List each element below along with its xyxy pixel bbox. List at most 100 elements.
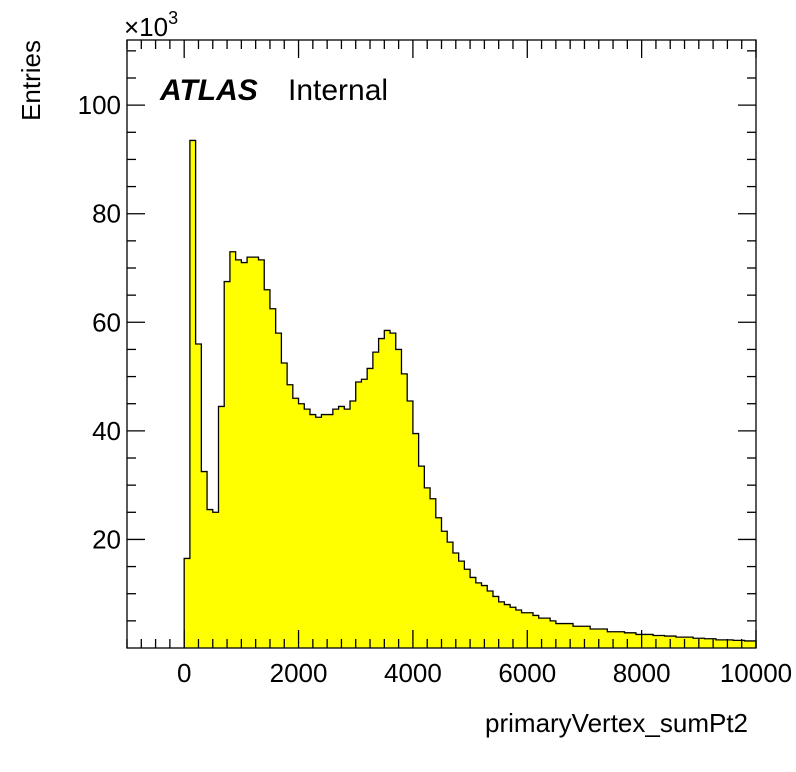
histogram-bin [555,623,562,648]
histogram-bin [464,569,471,648]
histogram-bin [315,417,322,648]
histogram-bin [618,631,625,648]
histogram-bin [607,631,614,648]
histogram-bin [218,406,225,648]
histogram-bin [367,368,374,648]
y-multiplier-exponent: 3 [168,8,178,28]
histogram-bin [264,289,271,648]
histogram-bin [492,596,500,648]
y-tick-label: 60 [92,307,121,337]
histogram-bin [750,640,757,648]
histogram-bin [675,637,683,648]
histogram-bin [498,601,505,648]
histogram-bin [390,333,397,648]
histogram-bin [595,629,603,648]
histogram-bin [384,330,391,648]
y-tick-label: 80 [92,199,121,229]
histogram-bin [481,585,488,648]
histogram-bin [195,344,202,648]
histogram-bin [567,623,574,648]
x-axis-title: primaryVertex_sumPt2 [485,708,748,738]
histogram-bin [658,635,665,648]
histogram-bin [361,379,368,648]
x-tick-label: 8000 [613,658,671,688]
histogram-bin [538,618,545,648]
histogram-bin [252,257,259,648]
histogram-bin [344,409,351,648]
histogram-bin [372,352,379,648]
histogram-bin [727,639,734,648]
histogram-bin [235,259,242,648]
histogram-bin [447,542,454,648]
histogram-outline [183,139,757,648]
x-tick-label: 10000 [720,658,792,688]
histogram-bin [578,626,585,648]
histogram-bin [664,636,671,648]
histogram-bin [281,363,288,648]
histogram-bin [487,591,494,648]
histogram-bin [395,349,402,648]
y-tick-label: 20 [92,524,121,554]
x-tick-label: 2000 [270,658,328,688]
histogram-bin [435,517,442,648]
histogram-bin [687,637,694,648]
histogram-bin [224,281,231,648]
histogram-bin [550,620,557,648]
histogram-bin [601,629,608,648]
histogram-bin [647,634,654,648]
histogram-bin [350,401,357,648]
y-tick-label: 40 [92,416,121,446]
histogram-bin [287,384,294,648]
x-tick-label: 6000 [498,658,556,688]
y-axis-title: Entries [16,40,46,121]
histogram-bin [504,604,511,648]
histogram-bin [532,615,540,648]
histogram-bin [332,409,339,648]
histogram-bin [327,414,334,648]
histogram-bin [241,262,248,648]
histogram-bin [527,612,534,648]
histogram-bin [544,618,551,648]
x-tick-label: 0 [177,658,191,688]
histogram-bin [613,631,620,648]
histogram-bin [704,638,711,648]
histogram-bin [715,639,723,648]
histogram-bin [275,333,282,648]
histogram-bin [292,398,299,648]
histogram-bin [744,640,751,648]
y-tick-label: 100 [78,90,121,120]
histogram-bin [304,409,311,648]
histogram-bin [401,373,408,648]
histogram-bin [452,553,460,648]
histogram-bin [338,406,345,648]
histogram-bin [258,259,265,648]
histogram-bin [321,414,328,648]
histogram-bin [698,638,705,648]
y-axis-multiplier: ×103 [124,8,178,42]
histogram-bin [201,471,208,648]
histogram-bin [355,382,362,648]
histogram-bin [470,577,477,648]
axis-ticks [126,40,757,648]
histogram-bin [378,338,385,648]
histogram-bin [430,498,437,648]
histogram-bin [184,558,191,648]
histogram-bin [407,401,414,648]
histogram-bin [298,403,305,648]
histogram-bin [635,634,643,648]
histogram-bin [641,634,648,648]
histogram-bin [573,626,580,648]
tick-labels: 0 2000 4000 6000 8000 10000 20 40 60 80 100 [78,90,793,688]
histogram-bin [515,610,522,648]
histogram-bin [630,632,637,648]
x-tick-label: 4000 [384,658,442,688]
histogram-bin [229,251,237,648]
histogram-bin [693,638,700,648]
histogram-bin [189,140,197,648]
histogram-bin [247,257,254,648]
histogram-bin [418,466,425,648]
histogram-bin [510,607,517,648]
histogram-bin [590,629,597,648]
y-multiplier-base: ×10 [124,12,168,42]
